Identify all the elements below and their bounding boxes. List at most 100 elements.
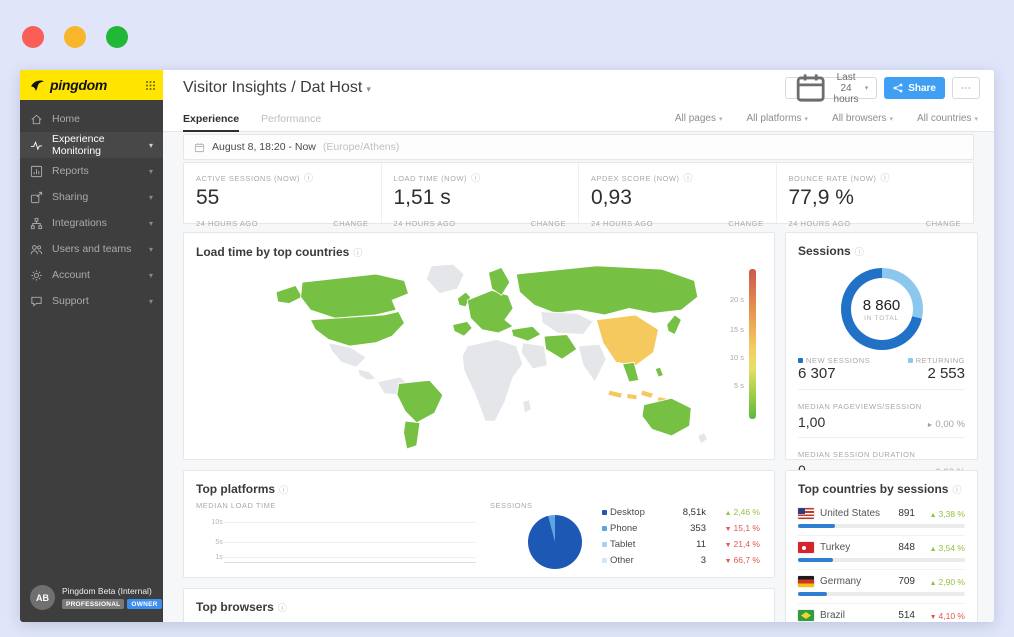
filter-all-browsers[interactable]: All browsers ▾ xyxy=(832,113,894,124)
brazil-flag-icon xyxy=(798,610,814,621)
kpi-value: 0,93 xyxy=(591,186,632,209)
chevron-down-icon: ▾ xyxy=(718,116,723,123)
other-dot xyxy=(602,558,607,563)
returning-dot xyxy=(907,358,913,363)
scale-tick: 20 s xyxy=(729,295,744,304)
chevron-down-icon: ▾ xyxy=(889,116,894,123)
up-arrow-icon: ▲ xyxy=(929,579,937,587)
sidebar-item-sharing[interactable]: Sharing ▾ xyxy=(20,184,163,210)
chevron-down-icon: ▾ xyxy=(148,166,153,176)
integrations-icon xyxy=(30,217,43,229)
page-title[interactable]: Visitor Insights / Dat Host ▾ xyxy=(183,79,371,96)
kpi-value: 77,9 % xyxy=(788,186,854,209)
pingdom-bird-icon xyxy=(31,80,44,91)
legend-row-other[interactable]: Other 3 ▼ 66,7 % xyxy=(602,555,760,566)
turkey-flag-icon xyxy=(798,542,814,553)
chevron-down-icon: ▾ xyxy=(148,244,153,254)
new-sessions-value: 6 307 xyxy=(798,365,836,382)
kpi-strip: ACTIVE SESSIONS (NOW)ⓘ 55 24 HOURS AGO44… xyxy=(183,162,974,245)
filter-all-platforms[interactable]: All platforms ▾ xyxy=(746,113,809,124)
flat-arrow-icon: ► xyxy=(926,422,934,429)
top-platforms-panel: Top platforms ⓘ MEDIAN LOAD TIME SESSIONS… xyxy=(183,470,775,617)
timezone-text: (Europe/Athens) xyxy=(322,141,400,153)
close-window-button[interactable] xyxy=(22,26,44,48)
plan-badge: PROFESSIONAL xyxy=(62,599,125,610)
country-row-germany[interactable]: Germany 709 ▲ 2,90 % xyxy=(798,570,965,604)
legend-row-desktop[interactable]: Desktop 8,51k ▲ 2,46 % xyxy=(602,507,760,518)
tab-experience[interactable]: Experience xyxy=(183,106,240,132)
sidebar-item-integrations[interactable]: Integrations ▾ xyxy=(20,210,163,236)
minimize-window-button[interactable] xyxy=(64,26,86,48)
chevron-down-icon: ▾ xyxy=(148,140,153,150)
down-arrow-icon: ▼ xyxy=(724,526,732,533)
home-icon xyxy=(31,114,42,124)
sidebar-item-reports[interactable]: Reports ▾ xyxy=(20,158,163,184)
world-map[interactable] xyxy=(248,261,716,453)
share-button[interactable]: Share xyxy=(884,77,945,99)
share-icon xyxy=(893,83,903,93)
sidebar-item-account[interactable]: Account ▾ xyxy=(20,262,163,288)
germany-flag-icon xyxy=(798,576,814,587)
kpi-bounce-rate: BOUNCE RATE (NOW)ⓘ 77,9 % 24 HOURS AGO67… xyxy=(777,163,974,245)
info-icon[interactable]: ⓘ xyxy=(279,485,289,495)
sharing-icon xyxy=(30,191,43,203)
sessions-total: 8 860 xyxy=(862,296,901,314)
info-icon[interactable]: ⓘ xyxy=(277,603,287,613)
kpi-value: 55 xyxy=(196,186,220,209)
legend-row-phone[interactable]: Phone 353 ▼ 15,1 % xyxy=(602,523,760,534)
kpi-load-time: LOAD TIME (NOW)ⓘ 1,51 s 24 HOURS AGO1,34… xyxy=(382,163,579,245)
sidebar: pingdom Home Experience Monitoring ▾ Rep… xyxy=(20,70,173,622)
window-controls xyxy=(22,26,128,48)
date-range-bar[interactable]: August 8, 18:20 - Now (Europe/Athens) xyxy=(183,134,974,160)
apps-grid-icon[interactable] xyxy=(146,80,155,90)
load-time-map-panel: Load time by top countries ⓘ xyxy=(183,232,775,460)
platforms-legend: Desktop 8,51k ▲ 2,46 % Phone 353 ▼ 15,1 % … xyxy=(602,507,760,571)
tab-performance[interactable]: Performance xyxy=(261,112,322,125)
sessions-donut-chart: 8 860 IN TOTAL xyxy=(840,268,923,350)
chevron-down-icon: ▾ xyxy=(148,192,153,202)
legend-row-tablet[interactable]: Tablet 11 ▼ 21,4 % xyxy=(602,539,760,550)
main-content: Visitor Insights / Dat Host ▾ Last 24 hou… xyxy=(163,70,994,622)
avatar: AB xyxy=(30,585,55,610)
sessions-bar xyxy=(798,524,965,528)
country-row-united-states[interactable]: United States 891 ▲ 3,38 % xyxy=(798,502,965,536)
change-value: ►0,00 % xyxy=(926,419,965,430)
up-arrow-icon: ▲ xyxy=(724,510,732,517)
info-icon[interactable]: ⓘ xyxy=(952,485,962,495)
sessions-bar xyxy=(798,592,965,596)
chevron-down-icon: ▾ xyxy=(366,84,371,94)
platforms-pie-chart[interactable] xyxy=(528,515,582,569)
calendar-icon xyxy=(796,74,825,102)
sidebar-item-experience-monitoring[interactable]: Experience Monitoring ▾ xyxy=(20,132,163,158)
pingdom-logo-bar[interactable]: pingdom xyxy=(20,70,163,100)
info-icon[interactable]: ⓘ xyxy=(353,248,363,258)
more-icon: ⋯ xyxy=(961,82,971,94)
sidebar-item-home[interactable]: Home xyxy=(20,106,163,132)
info-icon[interactable]: ⓘ xyxy=(303,173,314,183)
info-icon[interactable]: ⓘ xyxy=(683,173,694,183)
account-name: Pingdom Beta (Internal) xyxy=(62,585,152,596)
info-icon[interactable]: ⓘ xyxy=(471,173,481,183)
country-row-turkey[interactable]: Turkey 848 ▲ 3,54 % xyxy=(798,536,965,570)
info-icon[interactable]: ⓘ xyxy=(880,173,890,183)
users-icon xyxy=(30,244,43,254)
role-badge: OWNER xyxy=(127,599,162,610)
sidebar-item-support[interactable]: Support ▾ xyxy=(20,288,163,314)
chevron-down-icon: ▾ xyxy=(974,116,978,123)
account-switcher[interactable]: AB Pingdom Beta (Internal) PROFESSIONAL … xyxy=(20,585,173,610)
time-range-button[interactable]: Last 24 hours ▾ xyxy=(785,72,878,105)
pingdom-logo-text: pingdom xyxy=(50,77,107,93)
filter-all-countries[interactable]: All countries ▾ xyxy=(917,113,978,124)
maximize-window-button[interactable] xyxy=(106,26,128,48)
more-options-button[interactable]: ⋯ xyxy=(952,77,980,99)
page-header: Visitor Insights / Dat Host ▾ Last 24 hou… xyxy=(163,70,994,106)
sidebar-item-users-and-teams[interactable]: Users and teams ▾ xyxy=(20,236,163,262)
chevron-down-icon: ▾ xyxy=(864,85,869,92)
chat-icon xyxy=(31,296,42,307)
map-color-scale xyxy=(749,269,756,419)
country-row-brazil[interactable]: Brazil 514 ▼ 4,10 % xyxy=(798,604,965,622)
filter-all-pages[interactable]: All pages ▾ xyxy=(674,113,723,124)
chevron-down-icon: ▾ xyxy=(148,218,153,228)
down-arrow-icon: ▼ xyxy=(724,542,732,549)
info-icon[interactable]: ⓘ xyxy=(854,247,864,257)
